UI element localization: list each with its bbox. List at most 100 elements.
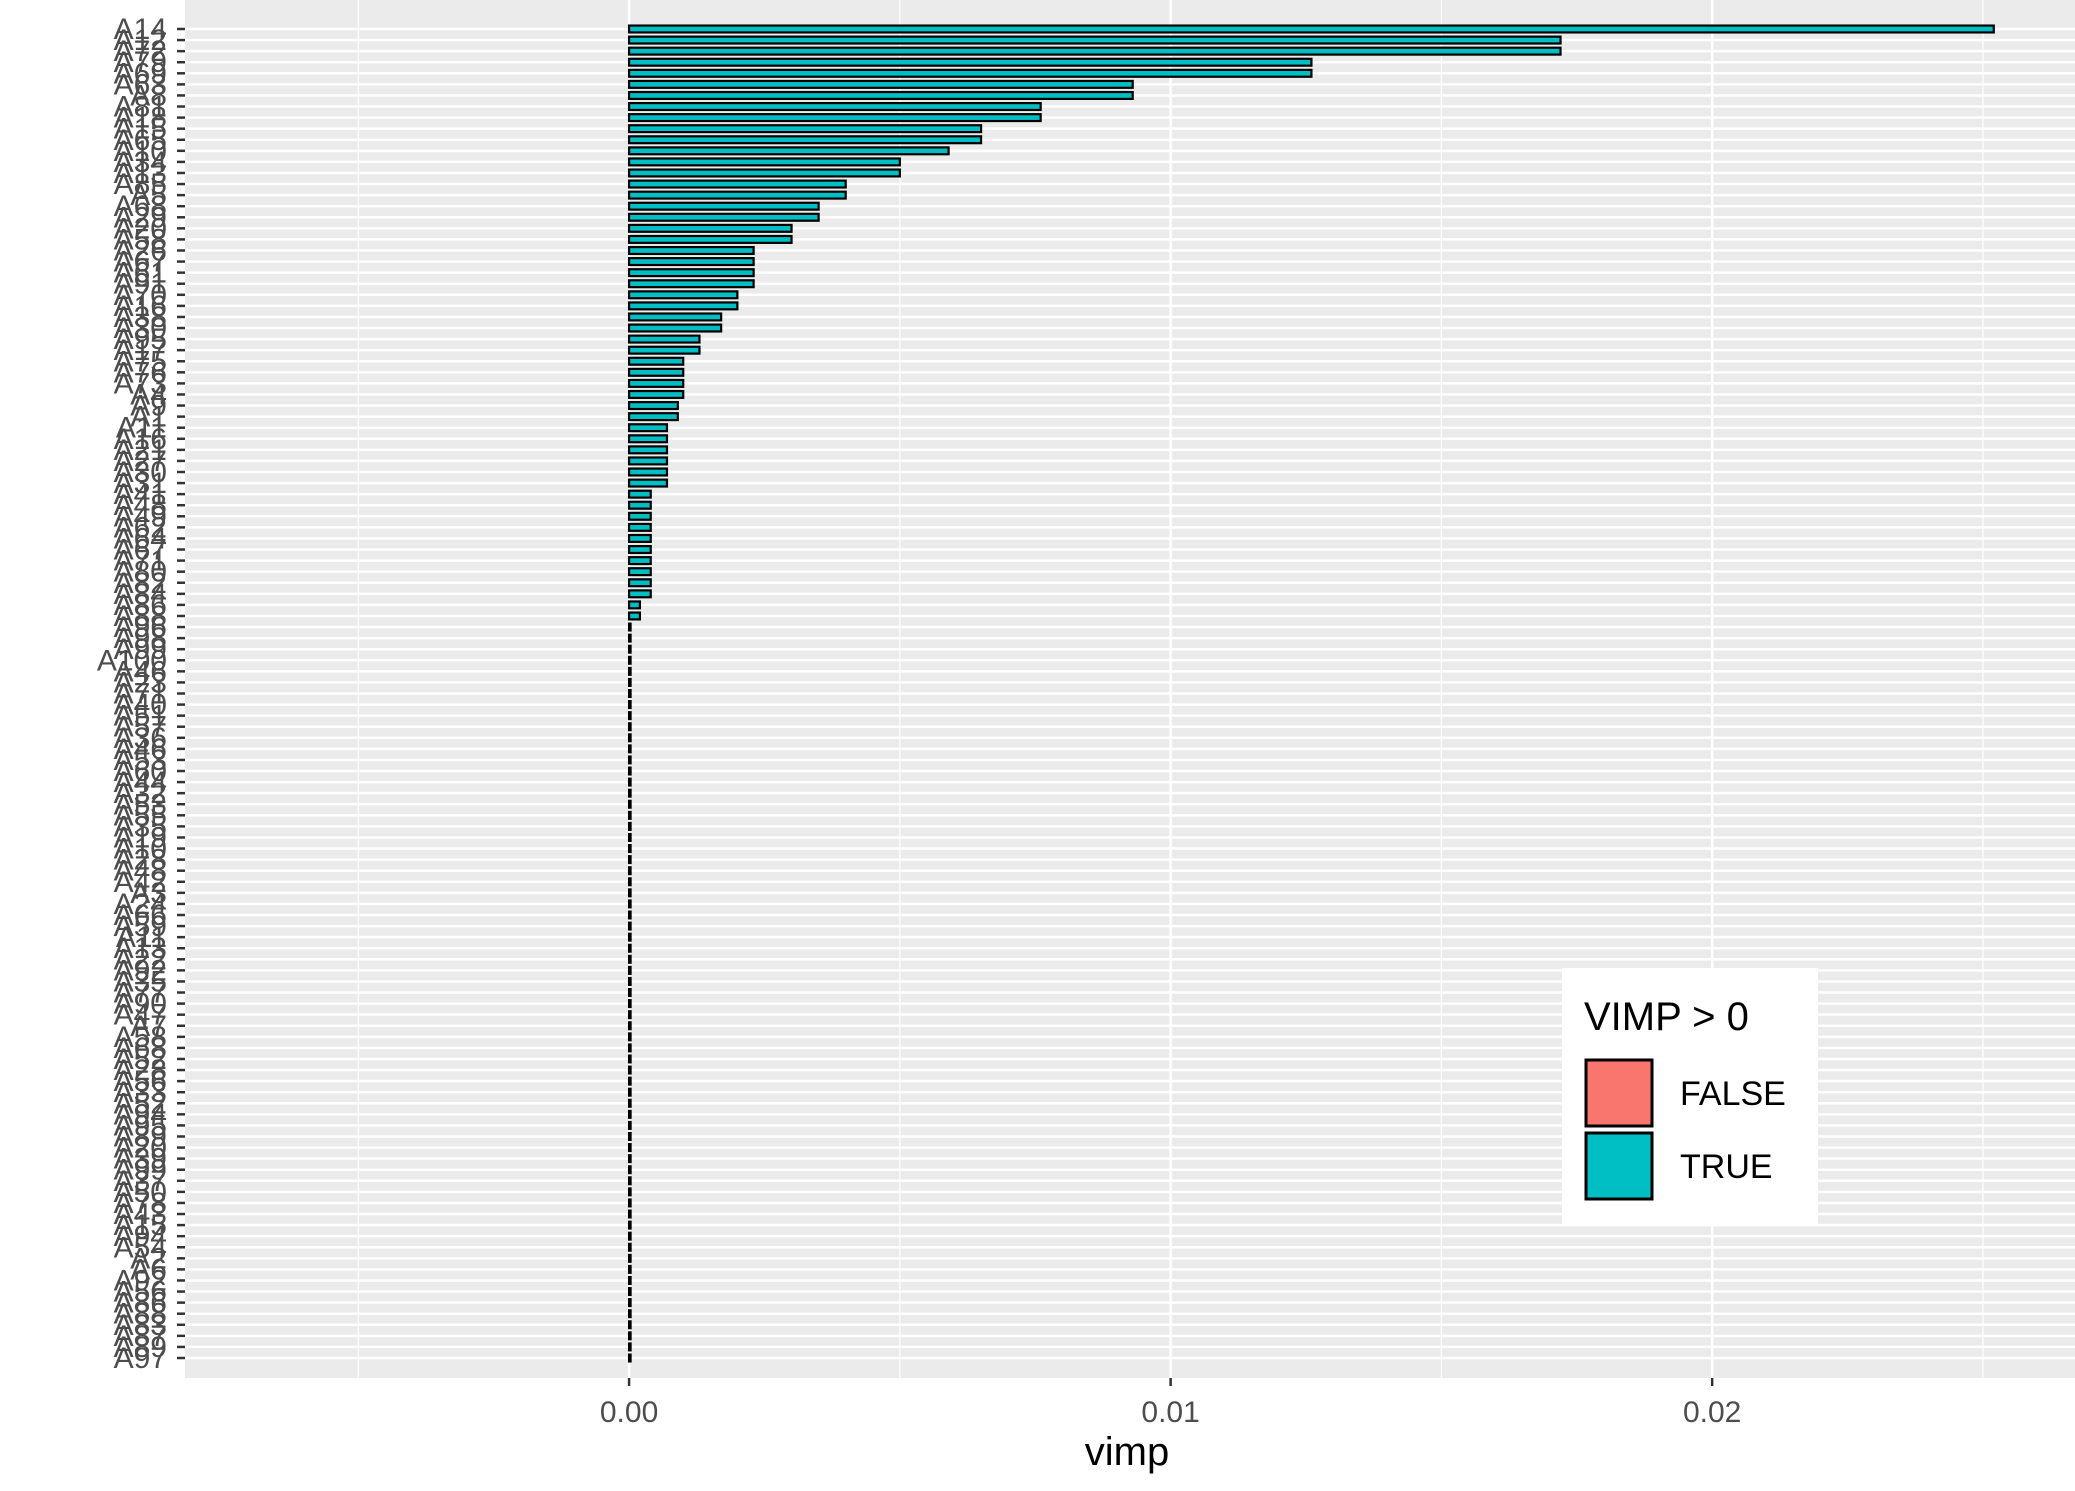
bar-A75 [627,356,685,366]
y-tick-label: A18 [114,102,167,135]
bar-A86 [627,600,641,610]
y-tick-label: A60 [114,755,167,788]
y-tick-label: A44 [114,766,167,799]
bar-A56 [627,1076,632,1086]
y-tick-label: A53 [114,744,167,777]
y-tick-label: A70 [114,279,167,312]
bar-A15 [627,1220,632,1230]
y-tick-label: A86 [114,1287,167,1320]
bar-A28 [627,1065,632,1075]
y-tick-label: A82 [114,567,167,600]
bar-A53 [627,799,632,809]
bar-A40 [627,700,632,710]
legend-label-false: FALSE [1680,1075,1786,1113]
y-tick-label: A79 [114,46,167,79]
bar-A83 [627,1320,632,1330]
bar-A33 [627,1087,632,1097]
y-tick-label: A36 [114,722,167,755]
y-tick-label: A26 [114,235,167,268]
y-tick-label: A3 [130,877,167,910]
y-tick-label: A29 [114,201,167,234]
bar-A1 [627,412,679,422]
y-tick-label: A16 [114,290,167,323]
y-tick-label: A35 [114,810,167,843]
y-tick-label: A32 [114,777,167,810]
y-tick-label: A15 [114,1209,167,1242]
bar-A99 [627,644,632,654]
bar-A51 [627,711,632,721]
legend-swatch-false [1584,1058,1654,1128]
y-tick-label: A71 [114,678,167,711]
bar-A21 [627,445,669,455]
bar-A39 [627,1154,632,1164]
bar-A34 [627,157,901,167]
bar-A20 [627,223,793,233]
bar-A69 [627,68,1313,78]
y-tick-label: A37 [114,1165,167,1198]
y-tick-label: A53 [114,788,167,821]
bar-A79 [627,57,1313,67]
bar-A35 [627,976,632,986]
bar-A36 [627,733,632,743]
y-tick-label: A2 [130,1242,167,1275]
bar-A89 [627,1131,632,1142]
bar-A13 [627,168,901,178]
bar-A44 [627,777,632,787]
y-tick-label: A86 [114,589,167,622]
y-tick-label: A39 [114,1143,167,1176]
bar-A50 [627,1187,632,1197]
y-tick-label: A24 [114,888,167,921]
bar-A87 [627,1331,632,1341]
y-tick-label: A8 [130,79,167,112]
y-tick-label: A77 [114,977,167,1010]
y-tick-label: A61 [114,257,167,290]
y-tick-label: A11 [116,412,167,445]
bar-A53 [627,755,632,765]
y-tick-label: A88 [114,1298,167,1331]
bar-A29 [627,212,820,222]
y-axis: A14A12A72A79A69A63A8A81A18A15A65A10A34A1… [97,13,185,1375]
bar-A48 [627,500,652,510]
bar-A6 [627,1264,632,1274]
bar-A16 [627,301,739,311]
bar-A64 [627,533,652,543]
bar-A5 [627,190,847,200]
y-tick-label: A62 [114,511,167,544]
y-tick-label: A92 [114,1264,167,1297]
y-tick-label: A38 [114,301,167,334]
y-tick-label: A54 [114,1231,167,1264]
bar-A96 [627,622,632,632]
bar-A13 [627,943,632,953]
y-tick-label: A52 [114,1087,167,1120]
bar-A38 [627,312,723,322]
y-tick-label: A50 [114,1176,167,1209]
y-tick-label: A87 [114,1320,167,1353]
bar-A60 [627,766,632,776]
bar-A32 [627,788,632,798]
bar-A77 [627,987,632,998]
y-tick-label: A71 [114,545,167,578]
y-tick-label: A96 [114,611,167,644]
bar-A70 [627,290,739,300]
y-tick-label: A78 [114,1187,167,1220]
y-tick-label: A59 [114,910,167,943]
y-tick-label: A15 [114,113,167,146]
bar-A73 [627,378,685,388]
legend-swatch-true [1584,1131,1654,1201]
bar-A19 [627,832,632,843]
bar-A58 [627,234,793,244]
bar-A26 [627,245,755,256]
bar-A46 [627,666,632,676]
y-tick-label: A19 [114,821,167,854]
bar-A16 [627,434,669,444]
y-tick-label: A75 [114,345,167,378]
bar-A2 [627,1253,632,1263]
y-tick-label: A69 [114,57,167,90]
y-tick-label: A33 [114,1076,167,1109]
y-tick-label: A30 [114,312,167,345]
bar-A54 [627,1242,632,1252]
bar-A97 [627,1353,632,1363]
y-tick-label: A23 [114,666,167,699]
bar-A37 [627,1176,632,1186]
